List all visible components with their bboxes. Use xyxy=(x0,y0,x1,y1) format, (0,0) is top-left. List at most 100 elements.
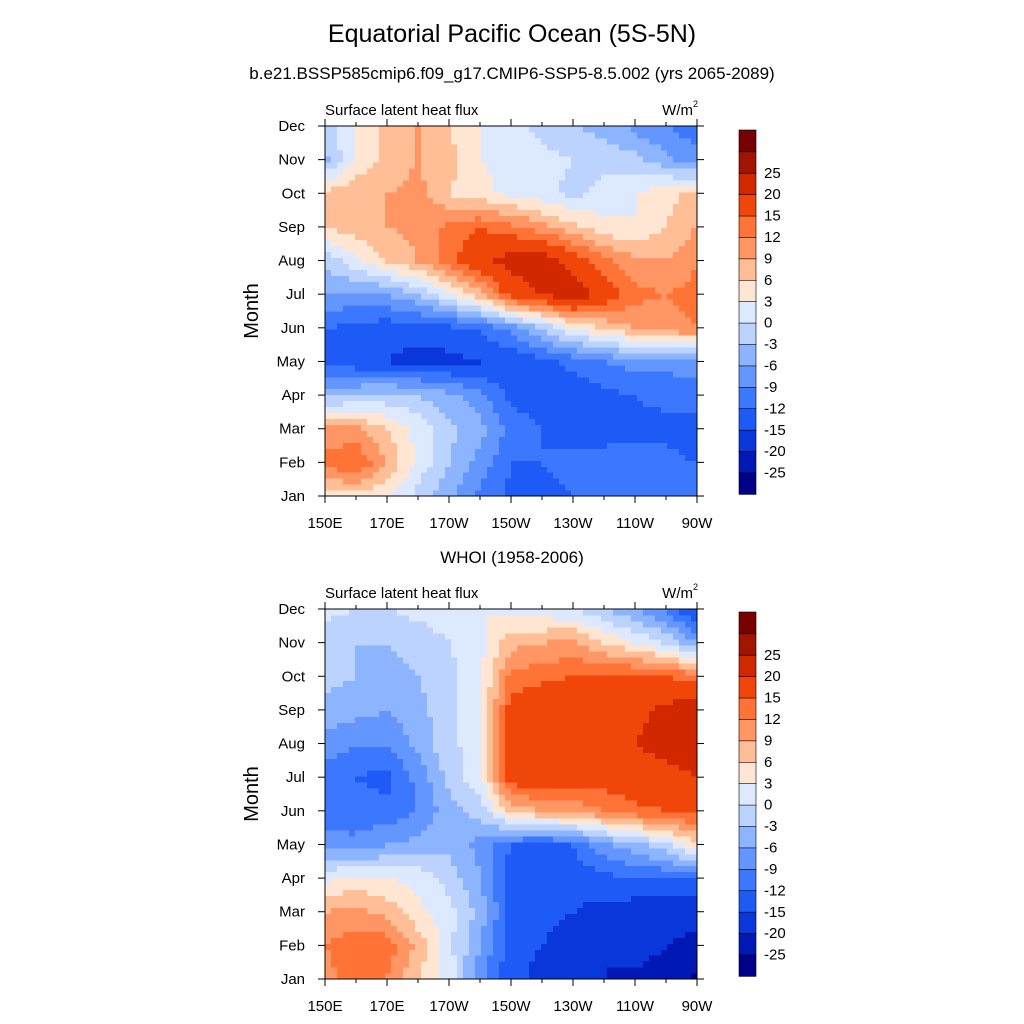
heatmap-cell xyxy=(541,478,548,485)
heatmap-cell xyxy=(421,442,428,449)
heatmap-cell xyxy=(625,131,632,139)
heatmap-cell xyxy=(367,251,374,258)
heatmap-cell xyxy=(451,209,458,217)
heatmap-cell xyxy=(391,358,398,366)
heatmap-cell xyxy=(373,424,380,431)
heatmap-cell xyxy=(469,883,476,891)
heatmap-cell xyxy=(427,400,434,408)
heatmap-cell xyxy=(571,412,578,420)
heatmap-cell xyxy=(517,328,524,336)
heatmap-cell xyxy=(331,161,338,169)
heatmap-cell xyxy=(613,209,620,217)
heatmap-cell xyxy=(637,161,644,169)
heatmap-cell xyxy=(673,126,680,133)
heatmap-cell xyxy=(649,328,656,336)
heatmap-cell xyxy=(541,322,548,330)
heatmap-cell xyxy=(643,376,650,384)
heatmap-cell xyxy=(481,316,488,324)
heatmap-cell xyxy=(355,328,362,336)
heatmap-cell xyxy=(649,358,656,366)
heatmap-cell xyxy=(601,925,608,932)
heatmap-cell xyxy=(457,490,464,497)
heatmap-cell xyxy=(475,877,482,885)
heatmap-cell xyxy=(631,352,638,360)
heatmap-cell xyxy=(577,943,584,950)
heatmap-cell xyxy=(379,167,386,175)
heatmap-cell xyxy=(559,406,566,414)
heatmap-cell xyxy=(517,967,524,974)
heatmap-cell xyxy=(463,197,470,205)
heatmap-cell xyxy=(661,131,668,139)
colorbar-label: 6 xyxy=(764,272,772,289)
heatmap-cell xyxy=(397,484,404,491)
heatmap-cell xyxy=(625,221,632,229)
heatmap-cell xyxy=(631,227,638,235)
heatmap-cell xyxy=(667,466,674,473)
heatmap-cell xyxy=(607,131,614,139)
heatmap-cell xyxy=(523,126,530,133)
heatmap-cell xyxy=(325,955,332,962)
heatmap-cell xyxy=(637,442,644,449)
heatmap-cell xyxy=(571,155,578,163)
heatmap-cell xyxy=(469,436,476,443)
heatmap-cell xyxy=(337,209,344,217)
heatmap-cell xyxy=(547,460,554,467)
heatmap-cell xyxy=(463,328,470,336)
heatmap-cell xyxy=(433,233,440,240)
heatmap-cell xyxy=(403,895,410,903)
heatmap-cell xyxy=(355,424,362,431)
heatmap-cell xyxy=(355,412,362,420)
heatmap-cell xyxy=(685,484,692,491)
heatmap-cell xyxy=(523,173,530,181)
colorbar-label: 3 xyxy=(764,293,772,310)
heatmap-cell xyxy=(409,388,416,396)
heatmap-cell xyxy=(391,364,398,372)
heatmap-cell xyxy=(445,889,452,897)
heatmap-cell xyxy=(517,937,524,944)
heatmap-cell xyxy=(451,334,458,342)
heatmap-cell xyxy=(361,322,368,330)
heatmap-cell xyxy=(589,215,596,223)
heatmap-cell xyxy=(421,299,428,306)
heatmap-cell xyxy=(355,287,362,294)
heatmap-cell xyxy=(541,454,548,461)
heatmap-cell xyxy=(667,394,674,402)
heatmap-cell xyxy=(661,311,668,318)
heatmap-cell xyxy=(631,299,638,306)
heatmap-cell xyxy=(637,901,644,908)
heatmap-cell xyxy=(475,406,482,414)
heatmap-cell xyxy=(661,388,668,396)
heatmap-cell xyxy=(547,442,554,449)
heatmap-cell xyxy=(571,466,578,473)
heatmap-cell xyxy=(613,442,620,449)
heatmap-cell xyxy=(559,149,566,157)
heatmap-cell xyxy=(625,454,632,461)
heatmap-cell xyxy=(649,931,656,938)
heatmap-cell xyxy=(583,949,590,956)
heatmap-cell xyxy=(361,376,368,384)
heatmap-cell xyxy=(397,287,404,294)
heatmap-cell xyxy=(553,221,560,229)
heatmap-cell xyxy=(343,955,350,962)
heatmap-cell xyxy=(481,949,488,956)
heatmap-cell xyxy=(583,209,590,217)
heatmap-cell xyxy=(331,179,338,187)
heatmap-cell xyxy=(391,418,398,425)
heatmap-cell xyxy=(367,883,374,891)
heatmap-cell xyxy=(529,305,536,312)
heatmap-cell xyxy=(481,263,488,270)
heatmap-cell xyxy=(499,185,506,193)
heatmap-cell xyxy=(493,901,500,908)
heatmap-cell xyxy=(343,275,350,282)
heatmap-cell xyxy=(655,418,662,425)
heatmap-cell xyxy=(649,376,656,384)
heatmap-cell xyxy=(589,460,596,467)
heatmap-cell xyxy=(337,901,344,908)
y-axis-title: Month xyxy=(241,283,263,339)
heatmap-cell xyxy=(433,925,440,932)
heatmap-cell xyxy=(511,877,518,885)
heatmap-cell xyxy=(475,889,482,897)
heatmap-cell xyxy=(403,346,410,354)
heatmap-cell xyxy=(415,388,422,396)
heatmap-cell xyxy=(499,955,506,962)
